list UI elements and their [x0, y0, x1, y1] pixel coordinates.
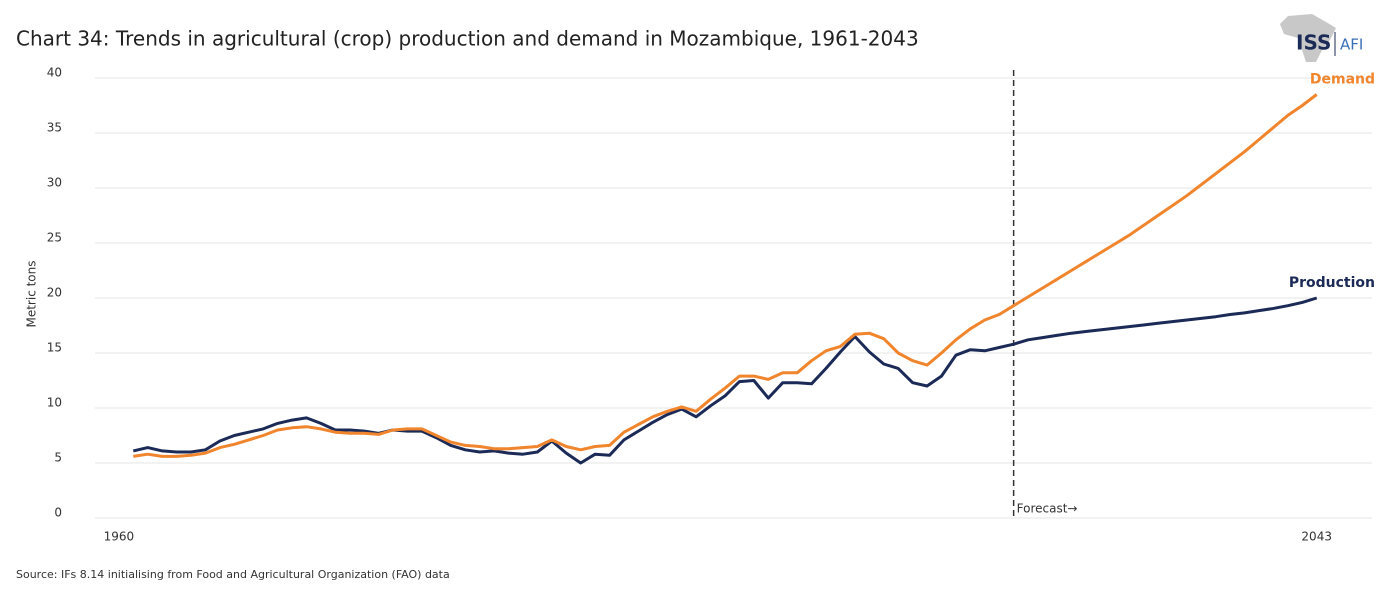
logo: ISS AFI — [1280, 14, 1363, 62]
y-tick-label: 15 — [47, 341, 62, 355]
y-tick-label: 35 — [47, 121, 62, 135]
annotation: Forecast→ — [1017, 502, 1078, 516]
series-label: Demand — [1310, 72, 1375, 88]
y-tick-label: 5 — [54, 451, 62, 465]
y-tick-label: 0 — [54, 506, 62, 520]
y-axis-label: Metric tons — [25, 260, 39, 327]
line — [133, 93, 1318, 458]
x-tick-label: 1960 — [104, 530, 135, 544]
y-tick-label: 20 — [47, 286, 62, 300]
series-label: Production — [1289, 275, 1375, 291]
logo-text: AFI — [1340, 36, 1363, 54]
line — [132, 296, 1318, 465]
source: Source: IFs 8.14 initialising from Food … — [16, 568, 450, 581]
y-tick-label: 25 — [47, 231, 62, 245]
x-tick-label: 2043 — [1301, 530, 1332, 544]
y-tick-label: 30 — [47, 176, 62, 190]
logo-map — [1280, 14, 1336, 62]
logo-text: ISS — [1296, 31, 1331, 55]
chart-title: Chart 34: Trends in agricultural (crop) … — [16, 27, 919, 51]
y-tick-label: 40 — [47, 66, 62, 80]
y-tick-label: 10 — [47, 396, 62, 410]
